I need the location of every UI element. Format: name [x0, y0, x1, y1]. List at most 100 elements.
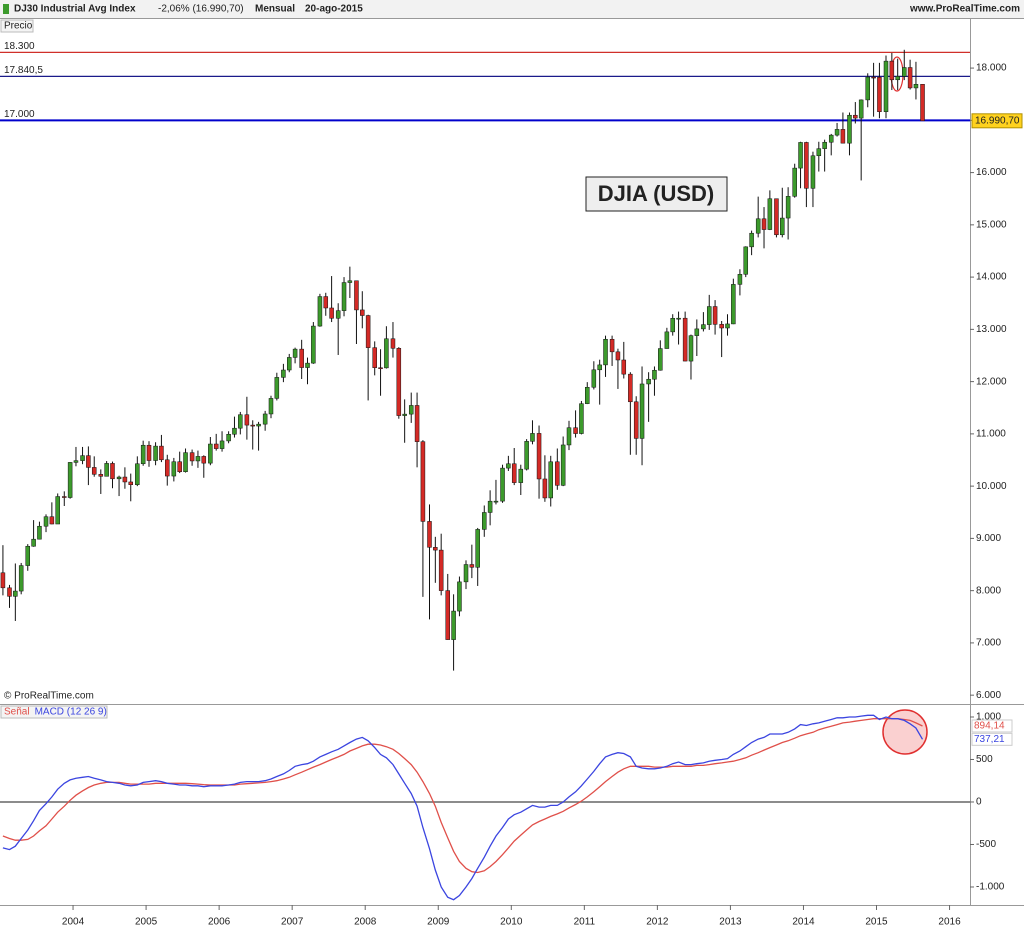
- candle-body: [146, 444, 152, 461]
- candle-body: [55, 496, 60, 525]
- candle-body: [384, 338, 389, 369]
- y-tick-label: 0: [976, 797, 982, 808]
- candle-body: [396, 348, 402, 416]
- header-icon: [3, 4, 9, 14]
- candle-body: [213, 443, 219, 449]
- candle-body: [487, 500, 493, 513]
- candle-body: [664, 331, 670, 349]
- candle-body: [682, 317, 688, 362]
- candle-body: [25, 545, 31, 566]
- pane-label-box: [0, 19, 34, 33]
- candle-body: [317, 296, 323, 327]
- candle-body: [749, 232, 754, 248]
- y-tick-label: 18.000: [976, 63, 1007, 74]
- x-tick-label: 2015: [865, 917, 888, 928]
- y-tick-label: -500: [976, 839, 996, 850]
- x-tick-label: 2014: [792, 917, 815, 928]
- candle-body: [840, 129, 846, 144]
- candle-body: [701, 324, 706, 330]
- candle-body: [372, 347, 377, 368]
- candle-body: [335, 310, 341, 319]
- candle-body: [67, 462, 73, 498]
- date: 20-ago-2015: [305, 4, 363, 15]
- end-label-box: [971, 732, 1013, 746]
- candle-body: [323, 296, 329, 309]
- candle-body: [73, 460, 79, 463]
- candle-body: [725, 323, 730, 329]
- candle-body: [219, 440, 225, 449]
- candle-body: [420, 441, 426, 522]
- y-tick-label: 16.000: [976, 167, 1007, 178]
- annotation-box: [585, 176, 728, 212]
- candle-body: [500, 467, 505, 502]
- candle-body: [633, 401, 639, 439]
- candle-body: [7, 587, 12, 597]
- y-tick-label: 12.000: [976, 376, 1007, 387]
- candle-body: [341, 282, 347, 311]
- last-price-label: 16.990,70: [975, 115, 1020, 126]
- candle-body: [573, 427, 578, 434]
- candle-body: [530, 433, 535, 442]
- candle-body: [91, 467, 97, 475]
- candle-body: [524, 441, 529, 470]
- candle-body: [853, 114, 858, 119]
- candle-body: [555, 461, 560, 486]
- candle-body: [560, 444, 566, 486]
- candle-body: [511, 463, 517, 483]
- candle-body: [536, 433, 542, 480]
- candle-body: [658, 348, 663, 371]
- period: Mensual: [255, 4, 295, 15]
- candle-body: [171, 461, 177, 477]
- candle-body: [13, 590, 18, 597]
- candle-body: [670, 318, 675, 333]
- candle-body: [189, 452, 195, 462]
- candle-body: [482, 512, 487, 530]
- x-tick-label: 2005: [135, 917, 158, 928]
- y-tick-label: 9.000: [976, 533, 1001, 544]
- y-tick-label: 13.000: [976, 324, 1007, 335]
- candle-body: [256, 423, 261, 427]
- candle-body: [706, 306, 712, 325]
- candle-body: [889, 60, 895, 81]
- candle-body: [281, 369, 286, 378]
- x-tick-label: 2004: [62, 917, 85, 928]
- candle-body: [780, 217, 785, 236]
- candle-body: [244, 414, 250, 426]
- candle-body: [122, 476, 128, 483]
- candle-body: [792, 167, 797, 197]
- candle-body: [250, 424, 255, 427]
- source: www.ProRealTime.com: [909, 4, 1020, 15]
- annotation: DJIA (USD): [598, 181, 715, 206]
- candle-body: [609, 338, 615, 353]
- x-tick-label: 2013: [719, 917, 742, 928]
- candle-body: [628, 373, 633, 403]
- candle-body: [402, 413, 407, 416]
- candle-body: [37, 525, 42, 540]
- candle-body: [615, 351, 621, 361]
- end-label: 737,21: [974, 734, 1005, 745]
- candle-body: [457, 581, 462, 612]
- candle-body: [140, 444, 146, 465]
- change: -2,06% (16.990,70): [158, 4, 244, 15]
- candle-body: [621, 359, 627, 375]
- candle-body: [712, 306, 718, 325]
- candle-body: [408, 405, 414, 415]
- candle-body: [116, 476, 122, 480]
- candle-body: [201, 456, 207, 464]
- candle-body: [177, 461, 182, 473]
- candle-body: [828, 134, 834, 143]
- candle-body: [451, 610, 456, 640]
- candle-body: [226, 433, 231, 442]
- candle-body: [238, 414, 243, 429]
- candle-body: [62, 496, 67, 498]
- candle-body: [311, 325, 316, 364]
- candle-body: [822, 141, 827, 149]
- candle-body: [195, 456, 201, 462]
- candle-body: [920, 84, 925, 122]
- level-label: 17.000: [4, 109, 35, 120]
- candle-body: [86, 455, 91, 468]
- y-tick-label: 10.000: [976, 481, 1007, 492]
- candle-body: [816, 148, 822, 157]
- x-tick-label: 2007: [281, 917, 304, 928]
